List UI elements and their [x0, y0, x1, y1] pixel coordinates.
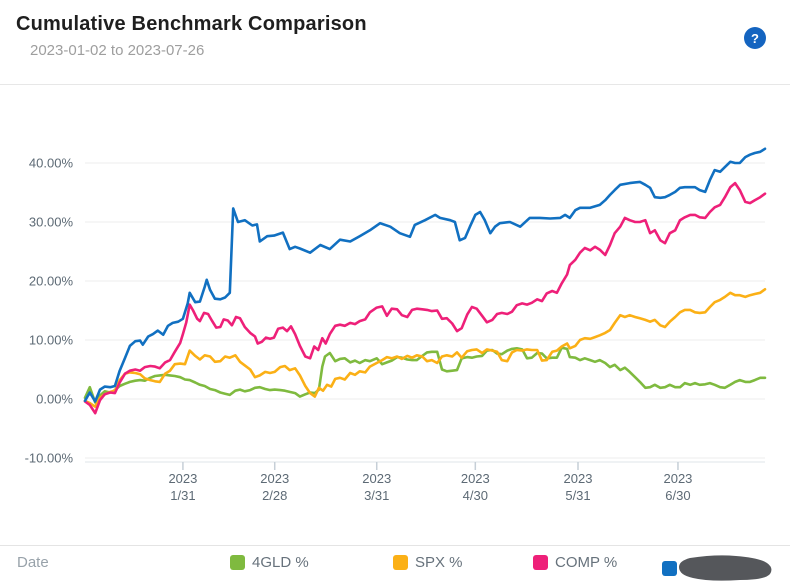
legend-swatch-redacted — [662, 560, 677, 576]
x-axis-tick-year: 2023 — [564, 471, 593, 486]
widget-header: Cumulative Benchmark Comparison 2023-01-… — [0, 0, 790, 84]
y-axis-tick-label: 40.00% — [29, 156, 74, 171]
series-line-4gld — [83, 346, 767, 404]
redaction-scribble — [679, 555, 772, 581]
x-axis-tick-label: 1/31 — [170, 488, 195, 503]
legend-label-4gld: 4GLD % — [252, 554, 309, 571]
x-axis-tick-year: 2023 — [663, 471, 692, 486]
x-axis-tick-year: 2023 — [168, 471, 197, 486]
x-axis-tick-year: 2023 — [260, 471, 289, 486]
x-axis-tick-label: 5/31 — [565, 488, 590, 503]
y-axis-tick-label: 10.00% — [29, 333, 74, 348]
legend-swatch-4gld — [230, 555, 245, 570]
x-axis-tick-label: 3/31 — [364, 488, 389, 503]
question-mark-icon: ? — [751, 30, 759, 46]
series-line-spx — [83, 288, 767, 408]
x-axis-tick-label: 2/28 — [262, 488, 287, 503]
legend-label-comp: COMP % — [555, 554, 618, 571]
y-axis-tick-label: 20.00% — [29, 274, 74, 289]
legend-item-4gld[interactable]: 4GLD % — [230, 554, 309, 571]
y-axis-tick-label: 0.00% — [36, 392, 73, 407]
x-axis-tick-year: 2023 — [362, 471, 391, 486]
legend-label-spx: SPX % — [415, 554, 463, 571]
y-axis-tick-label: 30.00% — [29, 215, 74, 230]
help-button[interactable]: ? — [744, 27, 766, 49]
date-range-subtitle: 2023-01-02 to 2023-07-26 — [30, 42, 205, 59]
x-axis-tick-year: 2023 — [461, 471, 490, 486]
series-line-comp — [83, 181, 767, 415]
legend-item-comp[interactable]: COMP % — [533, 554, 617, 571]
x-axis-field-label: Date — [17, 554, 49, 571]
series-line-redacted — [83, 147, 767, 403]
y-axis-tick-label: -10.00% — [25, 451, 74, 466]
legend-swatch-spx — [393, 555, 408, 570]
legend-item-redacted[interactable] — [662, 554, 774, 582]
x-axis-tick-label: 4/30 — [463, 488, 488, 503]
legend-divider — [0, 545, 790, 546]
x-axis-tick-label: 6/30 — [665, 488, 690, 503]
header-divider — [0, 84, 790, 85]
legend-item-spx[interactable]: SPX % — [393, 554, 463, 571]
page-title: Cumulative Benchmark Comparison — [16, 13, 367, 35]
legend-swatch-comp — [533, 555, 548, 570]
chart-legend: Date 4GLD % SPX % COMP % — [0, 545, 790, 582]
